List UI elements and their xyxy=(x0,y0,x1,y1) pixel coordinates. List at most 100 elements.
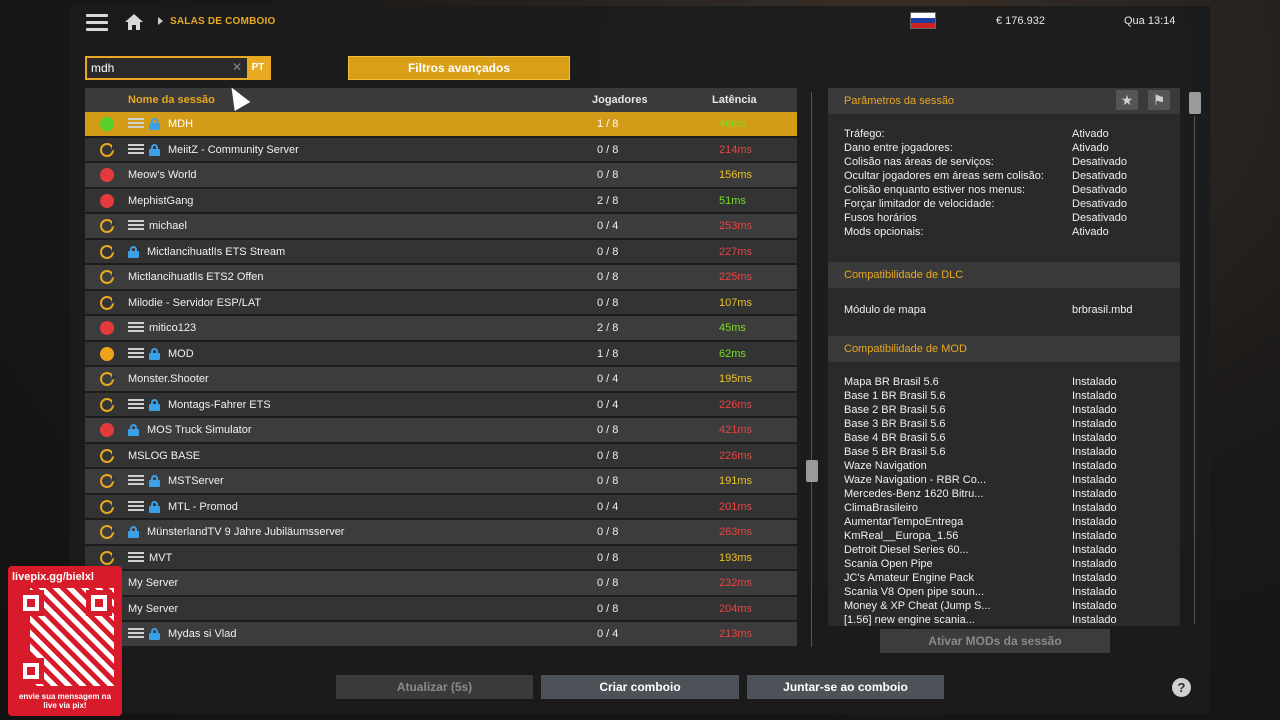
server-latency: 195ms xyxy=(719,373,753,385)
server-name: MOS Truck Simulator xyxy=(147,424,252,436)
mod-item-key: JC's Amateur Engine Pack xyxy=(844,572,974,584)
mod-item-value: Instalado xyxy=(1072,586,1117,598)
scrollbar-track[interactable] xyxy=(811,92,812,647)
session-param-key: Mods opcionais: xyxy=(844,226,924,238)
join-convoy-button[interactable]: Juntar-se ao comboio xyxy=(747,675,944,699)
search-box: ✕ PT xyxy=(85,56,271,80)
table-row[interactable]: Monster.Shooter 0 / 4 195ms xyxy=(85,367,797,393)
session-param-value: Ativado xyxy=(1072,128,1109,140)
sync-status-icon xyxy=(100,219,116,233)
server-latency: 253ms xyxy=(719,220,753,232)
details-scrollbar-track[interactable] xyxy=(1194,116,1195,624)
server-latency: 226ms xyxy=(719,449,753,462)
session-param-key: Dano entre jogadores: xyxy=(844,142,953,154)
mod-item-key: ClimaBrasileiro xyxy=(844,502,918,514)
server-name: MünsterlandTV 9 Jahre Jubiläumsserver xyxy=(147,526,345,538)
table-row[interactable]: MSLOG BASE 0 / 8 226ms xyxy=(85,443,797,469)
mod-item-key: AumentarTempoEntrega xyxy=(844,516,964,528)
language-filter-button[interactable]: PT xyxy=(247,58,269,78)
table-row[interactable]: My Server 0 / 8 204ms xyxy=(85,596,797,622)
table-row[interactable]: Montags-Fahrer ETS 0 / 4 226ms xyxy=(85,392,797,418)
lock-icon xyxy=(128,424,139,436)
server-flag-icon xyxy=(128,475,144,486)
table-row[interactable]: MDH 1 / 8 46ms xyxy=(85,112,797,138)
star-icon[interactable]: ★ xyxy=(1116,90,1138,110)
table-row[interactable]: MOD 1 / 8 62ms xyxy=(85,341,797,367)
table-row[interactable]: MictlancihuatlIs ETS2 Offen 0 / 8 225ms xyxy=(85,265,797,291)
server-name: MictlancihuatlIs ETS Stream xyxy=(147,245,286,258)
lock-icon xyxy=(149,475,160,487)
table-header: Nome da sessão Jogadores Latência xyxy=(85,88,797,112)
mod-title: Compatibilidade de MOD xyxy=(844,343,967,355)
server-latency: 225ms xyxy=(719,271,753,283)
table-row[interactable]: MünsterlandTV 9 Jahre Jubiläumsserver 0 /… xyxy=(85,520,797,546)
status-dot-icon xyxy=(100,321,114,335)
table-row[interactable]: MTL - Promod 0 / 4 201ms xyxy=(85,494,797,520)
server-flag-icon xyxy=(128,347,144,359)
status-dot-icon xyxy=(100,117,114,131)
status-dot-icon xyxy=(100,168,114,182)
dlc-list: Módulo de mapa brbrasil.mbd xyxy=(828,288,1180,336)
server-players: 0 / 4 xyxy=(597,373,619,385)
column-header-name[interactable]: Nome da sessão xyxy=(128,94,215,106)
table-row[interactable]: MVT 0 / 8 193ms xyxy=(85,545,797,571)
table-row[interactable]: MOS Truck Simulator 0 / 8 421ms xyxy=(85,418,797,444)
server-players: 0 / 8 xyxy=(597,449,619,462)
server-players: 0 / 8 xyxy=(597,577,619,589)
mod-item: Base 4 BR Brasil 5.6 Instalado xyxy=(828,432,1180,446)
table-row[interactable]: michael 0 / 4 253ms xyxy=(85,214,797,240)
server-name: mitico123 xyxy=(149,322,197,334)
dlc-title: Compatibilidade de DLC xyxy=(844,269,964,281)
mod-item-key: [1.56] new engine scania... xyxy=(844,614,975,626)
home-icon[interactable] xyxy=(124,12,144,32)
table-row[interactable]: MeiitZ - Community Server 0 / 8 214ms xyxy=(85,137,797,163)
session-param: Tráfego: Ativado xyxy=(828,128,1180,142)
mod-item-key: Scania Open Pipe xyxy=(844,558,933,570)
session-param-key: Colisão enquanto estiver nos menus: xyxy=(844,184,1025,196)
lock-icon xyxy=(149,398,160,411)
report-flag-icon[interactable]: ⚑ xyxy=(1148,90,1170,110)
help-icon[interactable]: ? xyxy=(1172,678,1191,697)
menu-icon[interactable] xyxy=(86,14,108,32)
mod-item: Scania V8 Open pipe soun... Instalado xyxy=(828,586,1180,600)
column-header-players[interactable]: Jogadores xyxy=(592,94,648,106)
mod-item-key: Detroit Diesel Series 60... xyxy=(844,544,969,556)
table-row[interactable]: mitico123 2 / 8 45ms xyxy=(85,316,797,342)
create-convoy-button[interactable]: Criar comboio xyxy=(541,675,739,699)
server-name: Monster.Shooter xyxy=(128,373,209,385)
mod-item-key: Base 4 BR Brasil 5.6 xyxy=(844,432,946,444)
sync-status-icon xyxy=(100,244,116,259)
server-players: 1 / 8 xyxy=(597,118,619,130)
details-scrollbar-thumb[interactable] xyxy=(1189,92,1201,114)
mod-item-key: KmReal__Europa_1.56 xyxy=(844,530,959,542)
sync-status-icon xyxy=(100,372,116,386)
session-param-key: Colisão nas áreas de serviços: xyxy=(844,156,994,168)
table-row[interactable]: MephistGang 2 / 8 51ms xyxy=(85,188,797,214)
table-row[interactable]: My Server 0 / 8 232ms xyxy=(85,571,797,597)
clear-icon[interactable]: ✕ xyxy=(232,60,243,74)
server-latency: 107ms xyxy=(719,296,753,309)
sync-status-icon xyxy=(100,499,116,514)
refresh-button[interactable]: Atualizar (5s) xyxy=(336,675,533,699)
column-header-latency[interactable]: Latência xyxy=(712,94,757,106)
activate-mods-button[interactable]: Ativar MODs da sessão xyxy=(880,629,1110,653)
scrollbar-thumb[interactable] xyxy=(806,460,818,482)
server-flag-icon xyxy=(128,551,144,563)
server-name: MSTServer xyxy=(168,475,224,487)
table-row[interactable]: Milodie - Servidor ESP/LAT 0 / 8 107ms xyxy=(85,290,797,316)
table-row[interactable]: Meow's World 0 / 8 156ms xyxy=(85,163,797,189)
session-param-value: Desativado xyxy=(1072,184,1128,196)
breadcrumb: SALAS DE COMBOIO xyxy=(170,16,276,27)
search-input[interactable] xyxy=(91,60,241,76)
table-row[interactable]: MSTServer 0 / 8 191ms xyxy=(85,469,797,495)
table-row[interactable]: Mydas si Vlad 0 / 4 213ms xyxy=(85,622,797,648)
mod-item-value: Instalado xyxy=(1072,572,1117,584)
mod-item-value: Instalado xyxy=(1072,390,1117,402)
lock-icon xyxy=(149,628,160,640)
advanced-filters-button[interactable]: Filtros avançados xyxy=(348,56,570,80)
server-players: 2 / 8 xyxy=(597,194,619,207)
table-row[interactable]: MictlancihuatlIs ETS Stream 0 / 8 227ms xyxy=(85,239,797,265)
session-param: Colisão nas áreas de serviços: Desativado xyxy=(828,156,1180,170)
server-name: My Server xyxy=(128,602,179,615)
server-flag-icon xyxy=(128,628,144,639)
